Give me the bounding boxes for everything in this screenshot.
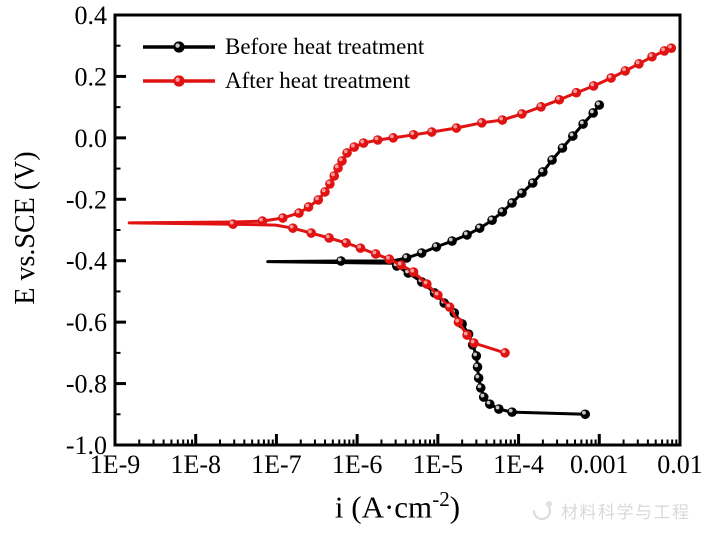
swirl-logo-icon xyxy=(532,501,552,521)
x-axis-label-base: i (A·cm xyxy=(334,489,433,525)
x-axis-tick-label: 0.01 xyxy=(657,450,703,479)
axis-tick-labels: 1E-9 1E-8 1E-7 1E-6 1E-5 1E-4 0.001 0.01 0.4 0.2 0… xyxy=(66,1,703,479)
y-axis-tick-label: -0.4 xyxy=(66,247,107,276)
x-axis-tick-label: 1E-4 xyxy=(493,450,544,479)
legend-item-after-heat-treatment: After heat treatment xyxy=(141,64,424,98)
curve-before-heat-treatment xyxy=(266,100,605,420)
y-axis-tick-label: 0.2 xyxy=(75,62,108,91)
y-axis-tick-label: 0.4 xyxy=(75,1,108,30)
x-axis-tick-label: 0.001 xyxy=(570,450,629,479)
plot-frame xyxy=(113,13,682,447)
curve-after-heat-treatment xyxy=(127,43,677,358)
y-axis-tick-label: -1.0 xyxy=(66,431,107,460)
x-axis-tick-label: 1E-6 xyxy=(332,450,383,479)
y-axis-label: E vs.SCE (V) xyxy=(10,151,41,305)
x-axis-tick-label: 1E-5 xyxy=(413,450,464,479)
watermark-text: 材料科学与工程 xyxy=(561,502,691,523)
legend-item-before-heat-treatment: Before heat treatment xyxy=(141,30,424,64)
legend: Before heat treatment After heat treatme… xyxy=(141,30,424,98)
x-axis-tick-label: 1E-7 xyxy=(251,450,302,479)
x-axis-label-exponent: -2 xyxy=(432,487,450,511)
x-axis-tick-label: 1E-8 xyxy=(170,450,221,479)
y-axis-tick-label: 0.0 xyxy=(75,124,108,153)
watermark: 材料科学与工程 xyxy=(529,497,691,523)
legend-line-marker-icon xyxy=(143,75,215,87)
legend-label: Before heat treatment xyxy=(225,34,425,59)
y-axis-tick-label: -0.2 xyxy=(66,185,107,214)
y-axis-tick-label: -0.8 xyxy=(66,370,107,399)
legend-line-marker-icon xyxy=(143,41,215,53)
legend-label: After heat treatment xyxy=(225,68,411,93)
x-axis-tick-label: 1E-9 xyxy=(90,450,141,479)
x-axis-label: i (A·cm-2) xyxy=(115,487,680,525)
x-axis-label-close: ) xyxy=(449,489,461,525)
curve-line-before-heat-treatment xyxy=(266,103,601,416)
y-axis-tick-label: -0.6 xyxy=(66,308,107,337)
